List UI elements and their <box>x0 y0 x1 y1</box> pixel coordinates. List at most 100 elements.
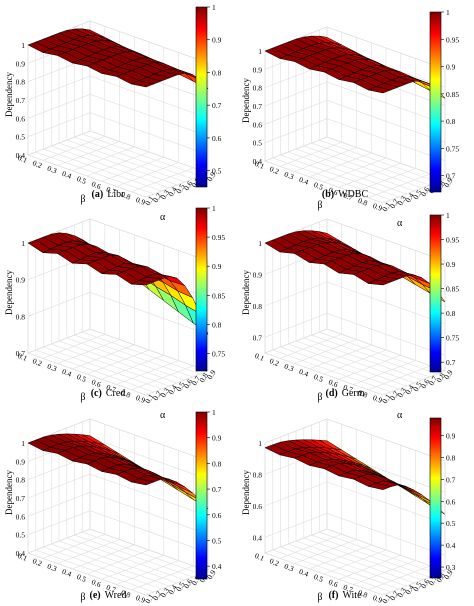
colorbar-tick-label: 0.4 <box>446 541 456 550</box>
colorbar-tick-label: 0.7 <box>446 475 456 484</box>
x-tick-label: 0.2 <box>31 556 43 568</box>
colorbar-tick-label: 0.8 <box>446 309 456 318</box>
y-axis-label: α <box>397 410 403 421</box>
surface-plot <box>264 230 446 303</box>
y-tick-label: 0.2 <box>388 589 401 602</box>
chart-panel-germ: 0.70.80.910.1 0.2 0.3 0.4 0.5 0.6 0.7 0.8 0.90.1… <box>241 218 455 421</box>
x-tick-label: 0.4 <box>61 169 73 181</box>
z-axis-label: Dependency <box>241 78 251 123</box>
x-axis-label: β <box>317 392 322 403</box>
colorbar-tick-label: 1 <box>212 3 216 12</box>
panel-caption: (c) Cred <box>91 388 126 399</box>
z-tick-label: 0.6 <box>16 114 26 123</box>
x-tick-label: 0.8 <box>357 388 369 400</box>
gridline <box>27 510 209 553</box>
colorbar-bar <box>195 6 208 188</box>
z-axis-label: Dependency <box>241 270 251 315</box>
y-tick-label: 0.7 <box>427 374 440 387</box>
caption-label: (f) <box>328 590 338 601</box>
colorbar-tick-label: 0.95 <box>446 35 459 44</box>
x-tick-label: 0.5 <box>76 572 88 584</box>
gridline <box>27 93 209 137</box>
gridline <box>264 118 446 161</box>
gridline <box>280 237 399 390</box>
x-tick-label: 0.1 <box>254 551 266 563</box>
x-tick-label: 0.5 <box>76 174 88 186</box>
gridline <box>264 243 384 396</box>
z-tick-label: 0.8 <box>253 470 263 479</box>
colorbar-tick-label: 0.75 <box>446 144 459 153</box>
z-tick-label: 0.5 <box>16 133 26 142</box>
x-tick-label: 0.9 <box>135 593 147 605</box>
surface-patch <box>131 280 154 286</box>
caption-name: Libr <box>107 189 125 200</box>
y-tick-label: 0.8 <box>434 371 447 384</box>
gridline <box>27 473 209 517</box>
x-tick-label: 0.5 <box>76 372 88 384</box>
colorbar-bar <box>195 411 208 580</box>
surface-plot <box>27 28 209 89</box>
y-tick-label: 0.2 <box>151 589 164 602</box>
colorbar-tick-label: 1 <box>212 204 216 213</box>
y-tick-label: 0.6 <box>419 185 432 198</box>
colorbar-bar <box>429 214 442 373</box>
y-tick-label: 0.3 <box>396 586 409 599</box>
y-tick-label: 0.1 <box>143 392 156 405</box>
chart-panel-wite: 0.40.60.810.1 0.2 0.3 0.4 0.5 0.6 0.7 0.8 0.90.1… <box>241 418 455 605</box>
gridline <box>287 434 407 587</box>
colorbar-tick-label: 0.7 <box>446 358 456 367</box>
z-tick-label: 0.7 <box>253 102 263 111</box>
z-tick-label: 1 <box>258 439 262 448</box>
colorbar-tick-label: 0.9 <box>446 260 456 269</box>
x-tick-label: 0.3 <box>283 169 295 181</box>
y-tick-label: 0.3 <box>159 188 172 201</box>
surface-patch <box>367 86 392 94</box>
x-tick-label: 0.9 <box>135 393 147 405</box>
colorbar-tick-label: 1 <box>446 8 450 17</box>
caption-name: WDBC <box>338 189 368 200</box>
z-tick-label: 0.7 <box>16 96 26 105</box>
panel-caption: (b) WDBC <box>322 189 369 200</box>
chart-panel-wdbc: 0.40.50.60.70.80.910.1 0.2 0.3 0.4 0.5 0.6 0.7… <box>241 26 455 229</box>
y-tick-label: 0.1 <box>380 592 393 605</box>
caption-label: (d) <box>325 388 337 399</box>
y-tick-label: 0.9 <box>442 368 455 381</box>
colorbar-tick-label: 0.7 <box>212 101 222 110</box>
z-tick-label: 1 <box>21 239 25 248</box>
colorbar-tick-label: 0.9 <box>212 434 222 443</box>
y-tick-label: 0.2 <box>151 191 164 204</box>
z-tick-label: 0.9 <box>253 65 263 74</box>
x-axis-label: β <box>80 194 85 205</box>
colorbar: 0.7 0.75 0.8 0.85 0.9 0.95 1 <box>429 8 459 193</box>
x-tick-label: 0.4 <box>298 367 310 379</box>
x-tick-label: 0.9 <box>372 393 384 405</box>
caption-label: (a) <box>92 189 104 200</box>
x-tick-label: 0.7 <box>105 184 117 196</box>
surface-plot <box>264 35 446 99</box>
z-tick-label: 0.6 <box>16 512 26 521</box>
gridline <box>272 440 391 593</box>
colorbar: 0.3 0.4 0.5 0.6 0.7 0.8 0.9 <box>429 417 456 579</box>
panel-caption: (a) Libr <box>92 189 126 200</box>
colorbar-tick-label: 0.85 <box>212 291 225 300</box>
y-axis-label: α <box>160 410 166 421</box>
gridline <box>264 481 446 525</box>
gridline <box>27 75 209 119</box>
gridline <box>27 418 209 462</box>
colorbar-bar <box>429 11 442 193</box>
colorbar-tick-label: 0.8 <box>446 117 456 126</box>
x-tick-label: 0.1 <box>254 159 266 171</box>
y-tick-label: 0.9 <box>205 368 218 381</box>
panel-caption: (d) Germ <box>325 388 364 399</box>
gridline <box>27 528 209 572</box>
colorbar-tick-label: 0.85 <box>446 90 459 99</box>
y-tick-label: 0.6 <box>419 577 432 590</box>
colorbar: 0.7 0.75 0.8 0.85 0.9 0.95 1 <box>429 211 459 373</box>
z-tick-label: 0.7 <box>16 494 26 503</box>
y-tick-label: 0.4 <box>403 383 416 396</box>
y-tick-label: 0.4 <box>166 383 179 396</box>
colorbar-tick-label: 0.8 <box>212 68 222 77</box>
colorbar-tick-label: 0.75 <box>446 334 459 343</box>
z-tick-label: 0.8 <box>253 302 263 311</box>
